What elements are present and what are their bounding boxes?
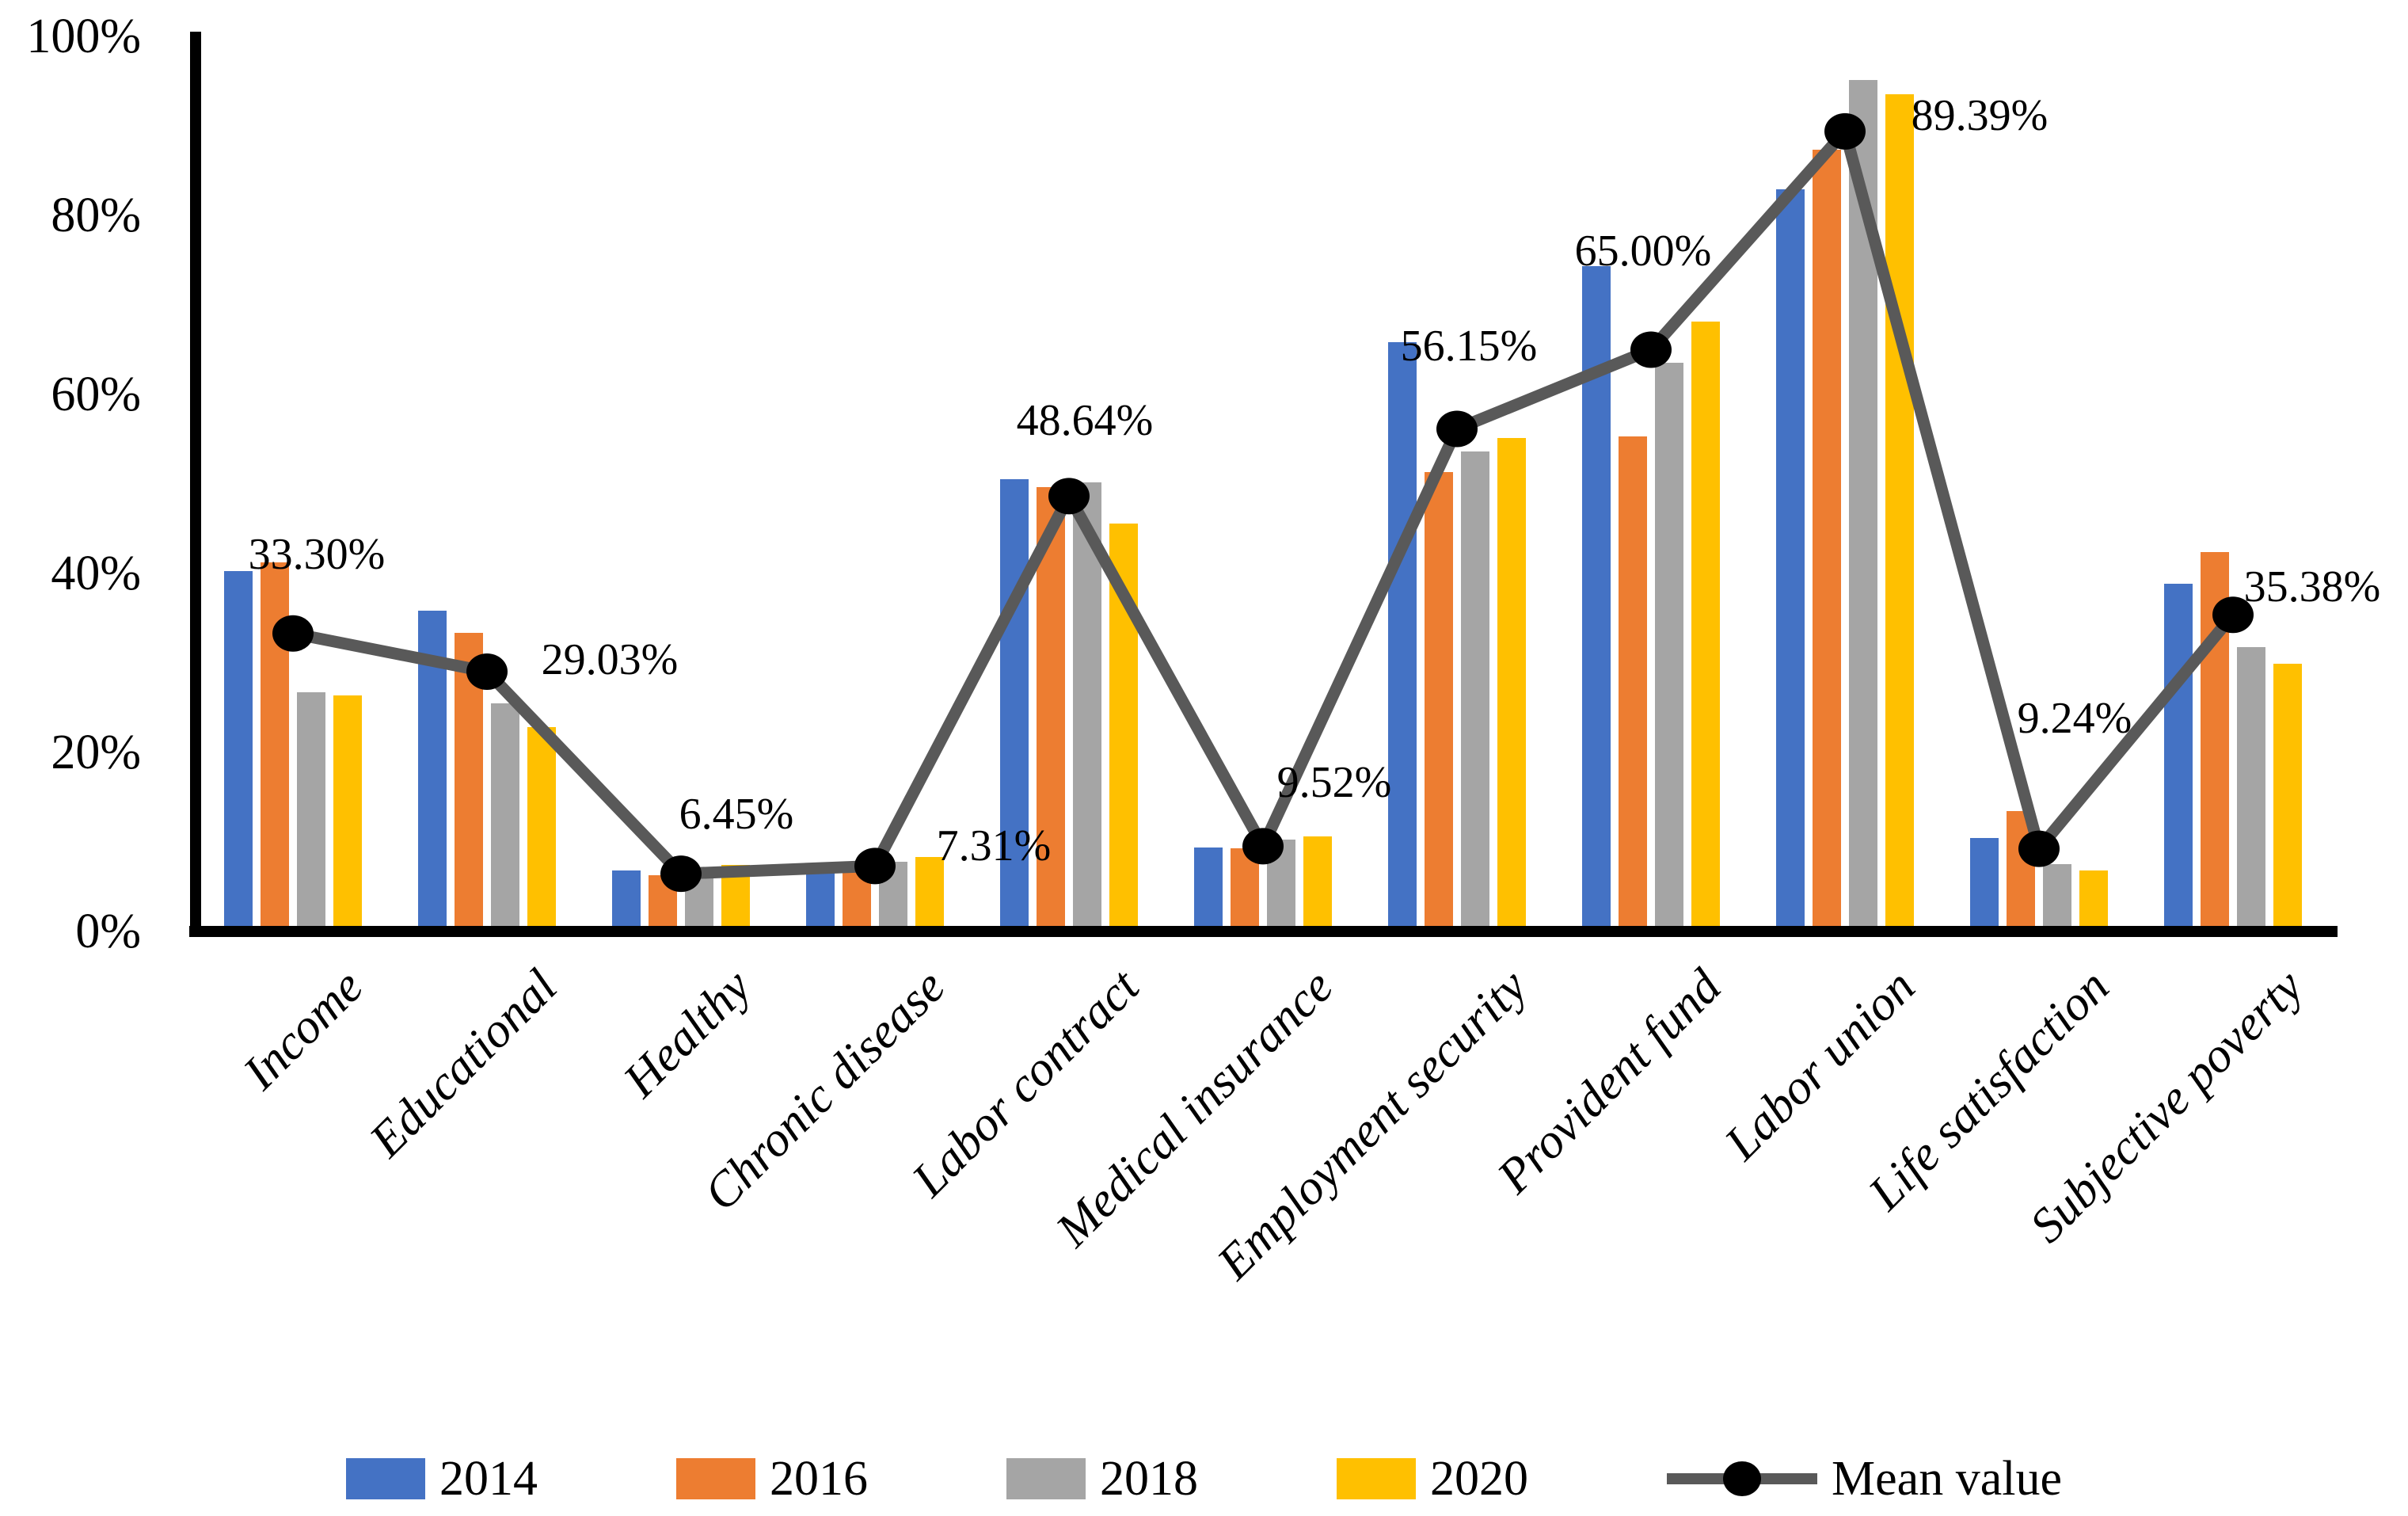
bar-2014-medical-insurance (1194, 848, 1223, 928)
bar-2020-labor-contract (1109, 524, 1138, 928)
mean-value-label-labor-contract: 48.64% (1016, 396, 1154, 446)
bar-2016-employment-security (1425, 471, 1453, 928)
mean-value-label-life-satisfaction: 9.24% (2017, 693, 2132, 743)
legend-mean-line-icon (1667, 1458, 1818, 1499)
bar-2018-subjective-poverty (2237, 647, 2265, 928)
y-tick-label-20: 20% (51, 726, 141, 779)
bar-2016-chronic-disease (843, 865, 871, 928)
bar-2018-life-satisfaction (2043, 863, 2071, 928)
bar-2016-healthy (649, 875, 677, 928)
bar-2016-income (261, 562, 289, 928)
legend-label-2020: 2020 (1430, 1452, 1529, 1506)
bar-2018-healthy (685, 871, 713, 928)
legend-item-mean-value: Mean value (1667, 1451, 2062, 1506)
bar-2014-employment-security (1388, 341, 1417, 928)
legend: 2014 2016 2018 2020 Mean value (0, 1451, 2408, 1506)
mean-value-label-chronic-disease: 7.31% (936, 821, 1052, 871)
legend-item-2018: 2018 (1006, 1451, 1198, 1506)
legend-swatch-2014 (346, 1458, 426, 1499)
y-tick-label-40: 40% (51, 547, 141, 600)
legend-label-2018: 2018 (1100, 1452, 1199, 1506)
bar-2018-employment-security (1461, 451, 1489, 928)
bar-2020-life-satisfaction (2079, 870, 2108, 928)
mean-value-label-subjective-poverty: 35.38% (2243, 562, 2381, 612)
bar-2018-labor-union (1849, 79, 1877, 928)
bar-2014-chronic-disease (806, 867, 835, 928)
bar-2016-medical-insurance (1231, 848, 1259, 928)
y-tick-label-80: 80% (51, 189, 141, 242)
legend-item-2014: 2014 (346, 1451, 538, 1506)
y-tick-label-100: 100% (26, 10, 141, 63)
bar-2014-healthy (612, 870, 641, 928)
legend-swatch-2016 (676, 1458, 756, 1499)
bar-2018-chronic-disease (879, 862, 907, 928)
legend-swatch-2020 (1337, 1458, 1417, 1499)
mean-value-label-healthy: 6.45% (679, 790, 794, 840)
mean-value-label-employment-security: 56.15% (1400, 321, 1538, 371)
bar-2016-educational (455, 633, 483, 928)
bar-2018-provident-fund (1655, 362, 1683, 928)
mean-value-label-educational: 29.03% (541, 634, 679, 684)
legend-mean-marker-dot (1723, 1461, 1762, 1496)
bar-2014-subjective-poverty (2164, 583, 2193, 928)
bar-2016-subjective-poverty (2201, 552, 2229, 928)
bar-2018-medical-insurance (1267, 840, 1295, 928)
bar-2018-educational (491, 703, 519, 928)
mean-value-label-provident-fund: 65.00% (1574, 226, 1712, 276)
bar-2018-labor-contract (1073, 482, 1101, 928)
legend-label-mean-value: Mean value (1832, 1452, 2062, 1506)
y-tick-label-60: 60% (51, 368, 141, 421)
bar-2020-educational (527, 726, 556, 928)
legend-item-2016: 2016 (676, 1451, 868, 1506)
bar-2014-provident-fund (1582, 265, 1611, 928)
bar-2020-income (333, 695, 362, 928)
bar-2020-labor-union (1885, 93, 1914, 928)
legend-label-2016: 2016 (770, 1452, 869, 1506)
mean-value-label-income: 33.30% (248, 529, 386, 579)
bar-2014-labor-union (1776, 189, 1805, 928)
mean-line (291, 125, 2238, 880)
legend-swatch-2018 (1006, 1458, 1086, 1499)
bar-2020-medical-insurance (1303, 836, 1332, 928)
legend-item-2020: 2020 (1337, 1451, 1528, 1506)
mean-value-label-medical-insurance: 9.52% (1276, 758, 1392, 808)
bar-2016-provident-fund (1619, 436, 1647, 928)
mean-value-label-labor-union: 89.39% (1911, 90, 2049, 140)
x-axis-line (189, 926, 2338, 937)
bar-2016-life-satisfaction (2007, 810, 2035, 928)
bar-2014-income (224, 571, 253, 928)
mean-marker-employment-security (1436, 410, 1478, 448)
y-axis-line (190, 32, 201, 937)
legend-label-2014: 2014 (439, 1452, 538, 1506)
bar-2018-income (297, 691, 325, 928)
bar-2020-subjective-poverty (2273, 663, 2302, 928)
bar-2020-employment-security (1497, 437, 1526, 928)
bar-2020-provident-fund (1691, 321, 1720, 928)
bar-2020-healthy (721, 864, 750, 928)
bar-2014-life-satisfaction (1970, 837, 1999, 928)
y-tick-label-0: 0% (75, 905, 141, 958)
bar-2014-educational (418, 610, 447, 928)
bar-2016-labor-union (1813, 149, 1841, 928)
